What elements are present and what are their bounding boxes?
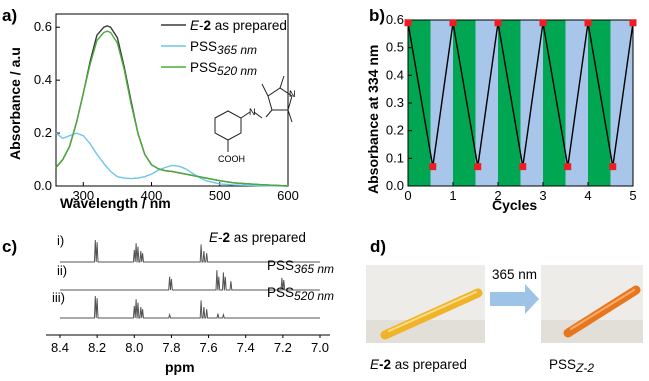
azo-bond-3: [265, 109, 273, 118]
pyrazole-ring: [267, 87, 293, 111]
cycle-band-green: [543, 20, 566, 186]
cycle-point: [539, 19, 547, 27]
chart-c-xtick-label: 7.8: [162, 340, 180, 355]
methyl-bond-1: [261, 83, 269, 97]
chart-a-xtick-label: 400: [141, 188, 163, 203]
chart-c-xtick-label: 7.4: [237, 340, 255, 355]
chart-a-xlabel: Wavelength / nm: [60, 195, 171, 211]
chart-a-ytick-label: 0.2: [34, 125, 52, 140]
photo-before: [366, 265, 485, 343]
spectrum-i-label: E-2 as prepared: [209, 230, 306, 245]
panel-label-a: a): [2, 6, 17, 25]
methyl-bond-2: [279, 75, 285, 89]
chart-b-xtick-label: 0: [404, 188, 411, 203]
panel-label-b: b): [369, 6, 385, 25]
cycle-point: [449, 19, 457, 27]
chart-a-xtick-label: 600: [277, 188, 299, 203]
arrow-label: 365 nm: [492, 267, 537, 282]
chart-b-xlabel: Cycles: [492, 197, 537, 213]
chart-b-xtick-label: 3: [539, 188, 546, 203]
azo-bond-2: [253, 111, 263, 119]
chart-a-ytick-label: 0.6: [34, 19, 52, 34]
series-pss520-line: [55, 30, 289, 187]
chart-b-xtick-label: 5: [629, 188, 636, 203]
chart-b-ytick-label: 0.4: [386, 67, 404, 82]
spectrum-i-tag: i): [57, 233, 64, 248]
azo-bond-1: [240, 111, 251, 119]
arrow-right-icon: [490, 284, 539, 314]
legend-label-pss365: PSS365 nm: [190, 39, 257, 57]
cycle-point: [519, 163, 527, 171]
cycle-band-green: [408, 20, 431, 186]
vial-yellow: [380, 288, 483, 340]
molecule-cooh-label: COOH: [218, 154, 245, 164]
chart-b-xtick-label: 4: [584, 188, 591, 203]
chart-b-ytick-label: 0.2: [386, 123, 404, 138]
chart-a-xtick-label: 300: [72, 188, 94, 203]
chart-b-ytick-label: 0.0: [386, 178, 404, 193]
chart-b-ytick-label: 0.1: [386, 150, 404, 165]
legend-label-pss520: PSS520 nm: [190, 60, 257, 78]
cycle-point: [564, 163, 572, 171]
chart-a-frame: [55, 13, 289, 187]
vial-orange: [563, 285, 641, 338]
cycle-band-green: [498, 20, 521, 186]
legend-label-as-prepared: E-2 as prepared: [190, 18, 287, 33]
cycle-band-green: [588, 20, 611, 186]
chart-c-xlabel: ppm: [165, 359, 195, 375]
molecule-pyrazole-n-label: N: [289, 89, 296, 99]
chart-b-xtick-label: 2: [494, 188, 501, 203]
spectrum-ii-label: PSS365 nm: [267, 258, 334, 276]
chart-c-xtick-label: 8.4: [51, 340, 69, 355]
photo-after: [541, 265, 643, 343]
chart-a-ytick-label: 0.4: [34, 72, 52, 87]
spectrum-ii-tag: ii): [57, 263, 67, 278]
chart-b-xtick-label: 1: [449, 188, 456, 203]
cycle-point: [609, 163, 617, 171]
photo-before-caption: E-2 as prepared: [370, 357, 467, 372]
cycle-band-green: [453, 20, 476, 186]
chart-b-ytick-label: 0.3: [386, 95, 404, 110]
chart-a-ylabel: Absorbance / a.u: [7, 47, 23, 160]
chart-a-legend: E-2 as prepared PSS365 nm PSS520 nm: [161, 18, 287, 78]
chart-c-xtick-label: 7.2: [274, 340, 292, 355]
benzene-ring: [214, 110, 242, 141]
chart-b: 0 1 2 3 4 5 0.0 0.1 0.2 0.3 0.4 0.5 0.6 Cycles Absor…: [365, 12, 637, 213]
chart-c-xtick-label: 8.2: [88, 340, 106, 355]
cycle-point: [404, 19, 412, 27]
methyl-bond-3: [287, 109, 293, 123]
chart-c-xtick-label: 8.0: [125, 340, 143, 355]
chart-a-xtick-label: 500: [209, 188, 231, 203]
spectrum-i-trace: [60, 239, 320, 263]
chart-b-ylabel: Absorbance at 334 nm: [365, 45, 381, 194]
chart-a: 300 400 500 600 0.0 0.2 0.4 0.6 E-2 as prepared…: [7, 13, 299, 211]
cycle-point: [429, 163, 437, 171]
chart-c-xtick-label: 7.0: [311, 340, 329, 355]
series-pss365-line: [55, 132, 289, 187]
chart-c: 8.4 8.2 8.0 7.8 7.6 7.4 7.2 7.0 i) ii) iii) E-2…: [46, 230, 334, 375]
cycle-point: [584, 19, 592, 27]
molecule-structure: [214, 75, 293, 152]
panel-label-c: c): [2, 237, 17, 256]
spectrum-iii-tag: iii): [52, 290, 65, 305]
chart-b-ytick-label: 0.6: [386, 12, 404, 27]
cycle-point: [494, 19, 502, 27]
chart-a-ytick-label: 0.0: [34, 178, 52, 193]
spectrum-iii-trace: [60, 295, 320, 319]
spectrum-ii-trace: [60, 270, 320, 291]
chart-c-xtick-label: 7.6: [200, 340, 218, 355]
chart-b-ytick-label: 0.5: [386, 40, 404, 55]
spectrum-iii-label: PSS520 nm: [267, 285, 334, 303]
photo-after-caption: PSSZ-2: [549, 357, 594, 375]
panel-label-d: d): [370, 237, 386, 256]
molecule-azo-n-label: N: [249, 107, 256, 117]
cycle-point: [474, 163, 482, 171]
cycle-point: [629, 19, 637, 27]
